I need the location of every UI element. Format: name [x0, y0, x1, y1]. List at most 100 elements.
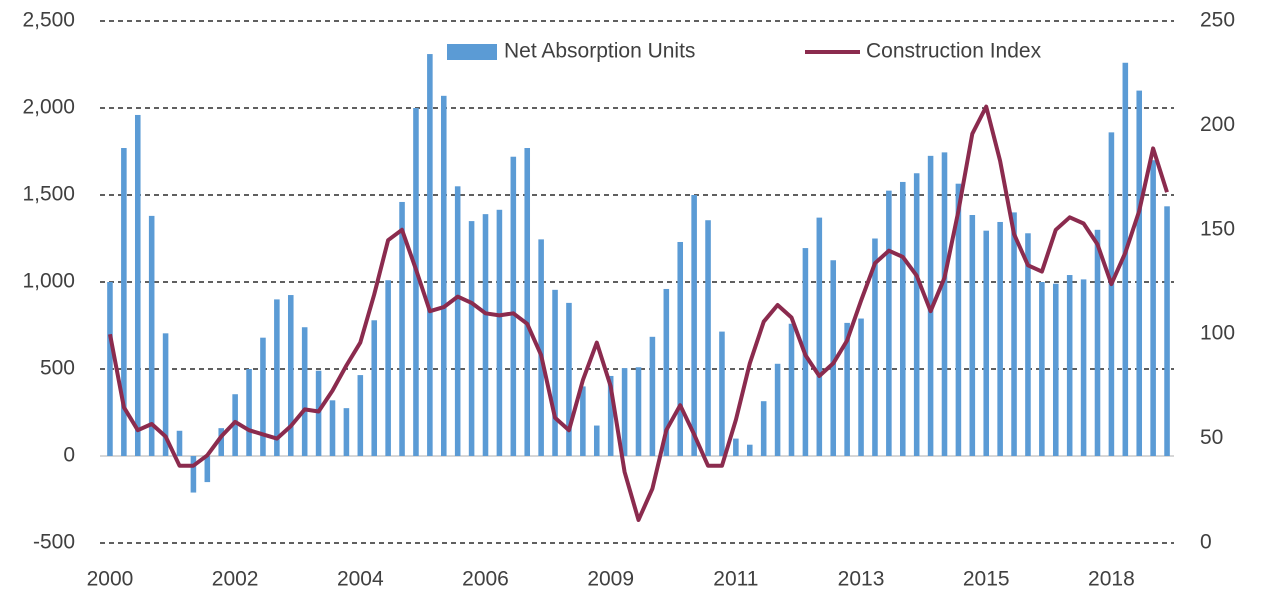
y-tick-label: -500 [33, 531, 75, 554]
bar [913, 173, 920, 456]
x-tick-label: 2004 [337, 568, 384, 591]
bar [872, 238, 878, 456]
bar [788, 323, 795, 456]
bar [552, 289, 558, 456]
bar [719, 331, 725, 456]
bar [343, 408, 350, 456]
bar [1122, 62, 1129, 456]
bar [1066, 275, 1073, 456]
bar [955, 183, 962, 456]
bar [148, 215, 155, 456]
legend-swatch [447, 44, 497, 60]
bar [538, 239, 544, 456]
bar [997, 221, 1003, 456]
bar [1025, 233, 1031, 456]
bar [830, 260, 837, 456]
y-tick-label: 1,000 [22, 270, 75, 293]
bar [287, 295, 294, 456]
y2-tick-label: 50 [1200, 426, 1223, 449]
bar [774, 363, 781, 456]
bar [733, 438, 739, 456]
bar [1080, 279, 1087, 456]
bar [524, 148, 531, 456]
x-tick-label: 2000 [87, 568, 134, 591]
bar [607, 375, 614, 456]
y2-tick-label: 200 [1200, 113, 1235, 136]
y-tick-label: 500 [40, 357, 75, 380]
bar [983, 230, 990, 456]
bar [886, 190, 892, 456]
bar [510, 156, 517, 456]
bar [301, 327, 308, 456]
y-tick-label: 0 [63, 444, 75, 467]
bar [677, 241, 684, 456]
bar [705, 220, 711, 456]
bar [107, 282, 113, 456]
x-tick-label: 2011 [713, 568, 758, 591]
bar [1011, 212, 1017, 456]
bar [218, 428, 225, 456]
bar [816, 217, 823, 456]
bar [621, 368, 628, 456]
bar [760, 401, 767, 456]
bar [969, 215, 976, 456]
bar [1108, 132, 1115, 457]
line [108, 104, 1169, 522]
y2-tick-label: 0 [1200, 531, 1212, 554]
bar [496, 209, 503, 456]
bar [413, 108, 419, 456]
bar [162, 333, 169, 456]
y2-tick-label: 150 [1200, 217, 1235, 240]
bar [246, 369, 252, 456]
bar [580, 386, 586, 456]
bar [858, 318, 864, 456]
x-tick-label: 2015 [963, 568, 1010, 591]
bar [635, 367, 642, 456]
legend-label: Net Absorption Units [504, 40, 695, 63]
bar [899, 181, 906, 456]
bar [260, 337, 266, 456]
bar [1164, 206, 1170, 456]
bar [663, 288, 670, 456]
legend-label: Construction Index [866, 40, 1042, 63]
bar [274, 299, 280, 456]
bar [593, 425, 600, 456]
y-tick-label: 2,500 [22, 9, 75, 32]
bar [385, 280, 391, 456]
x-tick-label: 2018 [1088, 568, 1135, 591]
bar [121, 148, 127, 456]
x-tick-label: 2002 [212, 568, 259, 591]
bar [190, 456, 197, 493]
x-tick-label: 2013 [838, 568, 885, 591]
x-tick-label: 2006 [462, 568, 509, 591]
y-tick-label: 2,000 [22, 96, 75, 119]
bar [427, 54, 433, 457]
bar [176, 430, 183, 456]
bar [399, 201, 405, 456]
bar [746, 444, 753, 456]
bar [1052, 283, 1059, 456]
bar [454, 186, 461, 457]
bar [649, 336, 656, 456]
bar [844, 322, 850, 456]
bar [357, 375, 364, 456]
bar [941, 152, 948, 456]
bar [566, 302, 572, 456]
bar [1039, 282, 1045, 456]
bar [1136, 90, 1143, 456]
y2-tick-label: 250 [1200, 9, 1235, 32]
bar [329, 400, 336, 456]
x-tick-label: 2009 [587, 568, 634, 591]
y2-tick-label: 100 [1200, 322, 1235, 345]
bar [1150, 160, 1156, 456]
bar [440, 95, 447, 456]
bar [232, 394, 238, 456]
y-tick-label: 1,500 [22, 183, 75, 206]
bar [204, 456, 211, 483]
bar [1094, 229, 1101, 456]
bar [468, 221, 475, 456]
bar [371, 320, 378, 456]
bar [691, 195, 697, 456]
bar [482, 214, 489, 456]
